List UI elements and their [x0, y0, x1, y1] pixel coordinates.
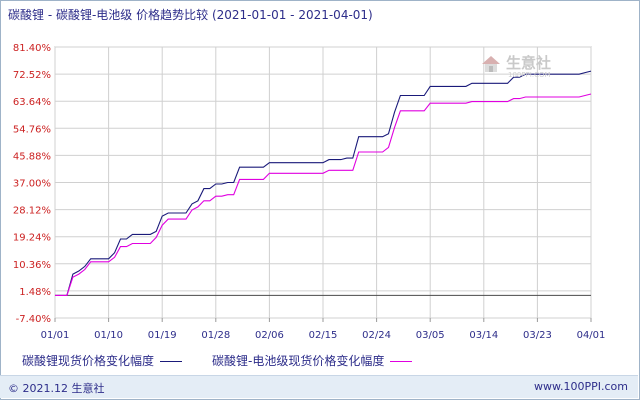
- legend-item-series1: 碳酸锂现货价格变化幅度: [22, 352, 183, 369]
- chart-title: 碳酸锂 - 碳酸锂-电池级 价格趋势比较 (2021-01-01 - 2021-…: [8, 6, 373, 23]
- y-tick-label: 45.88%: [13, 151, 51, 162]
- x-tick-label: 02/06: [255, 330, 284, 341]
- legend-swatch-series2: [390, 361, 413, 362]
- y-tick-label: 54.76%: [13, 124, 51, 135]
- x-tick-label: 04/01: [577, 330, 606, 341]
- x-tick-label: 01/10: [94, 330, 123, 341]
- y-tick-label: 81.40%: [13, 43, 51, 54]
- footer-copyright: © 2021.12 生意社: [8, 382, 105, 395]
- y-tick-label: 28.12%: [13, 206, 51, 217]
- y-tick-label: 37.00%: [13, 179, 51, 190]
- y-tick-label: 72.52%: [13, 70, 51, 81]
- legend-swatch-series1: [160, 361, 183, 362]
- x-tick-label: 03/23: [523, 330, 552, 341]
- series-line-1: [55, 70, 592, 296]
- footer-bar: © 2021.12 生意社 www.100PPI.com: [0, 375, 638, 398]
- x-tick-label: 01/19: [148, 330, 177, 341]
- watermark-logo: 生意社 100PPI.COM: [480, 52, 590, 82]
- legend-label-series1: 碳酸锂现货价格变化幅度: [22, 354, 155, 368]
- x-tick-label: 01/01: [41, 330, 70, 341]
- title-date-range: (2021-01-01 - 2021-04-01): [211, 8, 373, 22]
- x-tick-label: 01/28: [201, 330, 230, 341]
- title-main: 碳酸锂 - 碳酸锂-电池级 价格趋势比较: [8, 8, 209, 22]
- watermark-text: 生意社: [506, 54, 552, 72]
- footer-site-link[interactable]: www.100PPI.com: [534, 380, 628, 393]
- series-line-2: [55, 93, 592, 296]
- y-tick-label: 63.64%: [13, 97, 51, 108]
- x-tick-label: 03/05: [416, 330, 445, 341]
- y-tick-label: 19.24%: [13, 233, 51, 244]
- house-logo-icon: [482, 55, 500, 72]
- legend-item-series2: 碳酸锂-电池级现货价格变化幅度: [212, 352, 413, 369]
- y-tick-label: -7.40%: [16, 314, 51, 325]
- y-tick-label: 1.48%: [19, 287, 51, 298]
- legend-label-series2: 碳酸锂-电池级现货价格变化幅度: [212, 354, 385, 368]
- x-tick-label: 02/15: [309, 330, 338, 341]
- x-tick-label: 03/14: [469, 330, 498, 341]
- x-tick-label: 02/24: [362, 330, 391, 341]
- watermark-subtext: 100PPI.COM: [508, 70, 551, 79]
- y-tick-label: 10.36%: [13, 260, 51, 271]
